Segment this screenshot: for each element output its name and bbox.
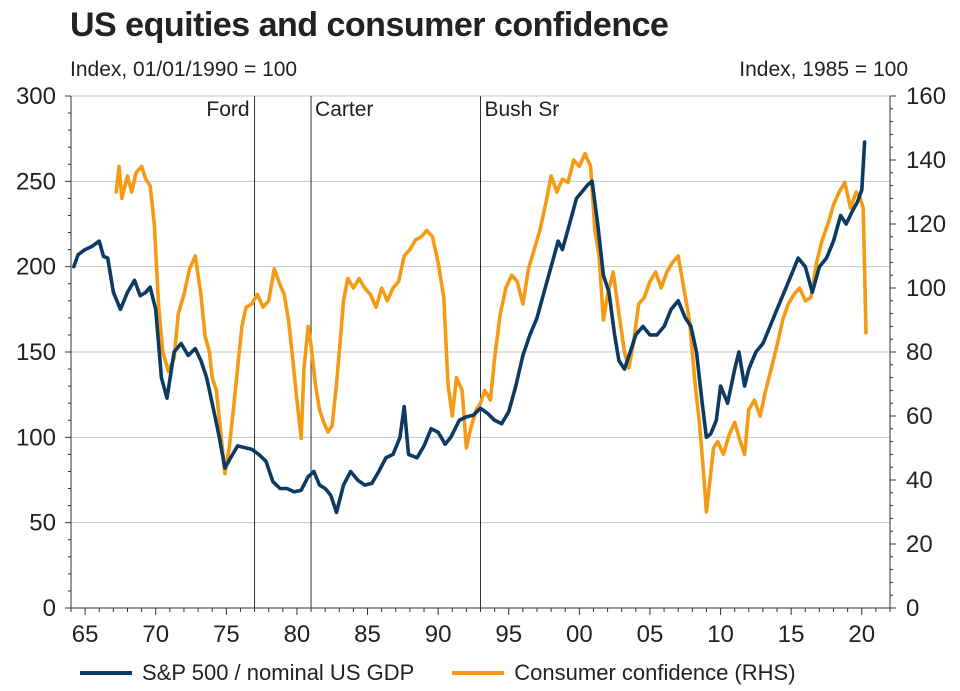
x-tick-label: 90 xyxy=(425,621,452,648)
x-tick-label: 05 xyxy=(637,621,664,648)
legend: S&P 500 / nominal US GDP Consumer confid… xyxy=(80,660,834,686)
right-axis-label: Index, 1985 = 100 xyxy=(739,58,908,81)
left-tick-label: 0 xyxy=(43,595,56,622)
x-tick-label: 70 xyxy=(142,621,169,648)
chart-title: US equities and consumer confidence xyxy=(70,6,669,44)
left-tick-label: 250 xyxy=(16,168,56,195)
right-tick-label: 0 xyxy=(906,595,919,622)
right-tick-label: 20 xyxy=(906,531,933,558)
legend-swatch-sp500 xyxy=(80,671,132,675)
series-lines xyxy=(72,140,868,515)
legend-item-confidence: Consumer confidence (RHS) xyxy=(452,660,796,686)
x-tick-label: 80 xyxy=(284,621,311,648)
presidency-label: Bush Sr xyxy=(485,98,560,121)
presidency-label: Ford xyxy=(206,98,249,121)
right-tick-label: 40 xyxy=(906,467,933,494)
x-tick-label: 95 xyxy=(495,621,522,648)
right-tick-label: 100 xyxy=(906,275,946,302)
right-tick-label: 120 xyxy=(906,211,946,238)
right-tick-label: 160 xyxy=(906,83,946,110)
left-axis-label: Index, 01/01/1990 = 100 xyxy=(70,58,298,81)
legend-label-confidence: Consumer confidence (RHS) xyxy=(514,660,796,685)
presidency-label: Carter xyxy=(315,98,373,121)
x-tick-label: 20 xyxy=(848,621,875,648)
left-tick-label: 200 xyxy=(16,254,56,281)
legend-label-sp500: S&P 500 / nominal US GDP xyxy=(142,660,415,685)
x-tick-label: 65 xyxy=(72,621,99,648)
x-tick-label: 15 xyxy=(778,621,805,648)
left-tick-label: 300 xyxy=(16,83,56,110)
right-tick-label: 80 xyxy=(906,339,933,366)
x-tick-label: 75 xyxy=(213,621,240,648)
x-tick-label: 10 xyxy=(707,621,734,648)
left-tick-label: 50 xyxy=(29,510,56,537)
presidency-markers: Ford Carter Bush Sr xyxy=(206,96,559,608)
legend-item-sp500: S&P 500 / nominal US GDP xyxy=(80,660,414,686)
right-tick-label: 60 xyxy=(906,403,933,430)
left-tick-label: 150 xyxy=(16,339,56,366)
x-tick-label: 85 xyxy=(354,621,381,648)
right-tick-label: 140 xyxy=(906,147,946,174)
x-tick-label: 00 xyxy=(566,621,593,648)
series-line-confidence xyxy=(114,151,868,514)
legend-swatch-confidence xyxy=(452,671,505,675)
left-tick-label: 100 xyxy=(16,424,56,451)
series-line-sp500 xyxy=(72,140,867,515)
